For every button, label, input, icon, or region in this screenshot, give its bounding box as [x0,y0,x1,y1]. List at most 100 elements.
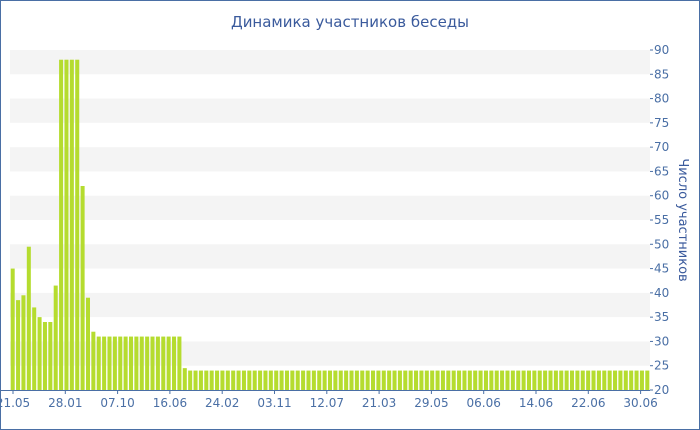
bar [446,370,451,390]
bar [220,370,225,390]
y-tick-label: 20 [654,383,669,397]
bar [629,370,634,390]
bar [344,370,349,390]
grid-band [10,292,650,318]
bar [317,370,322,390]
x-tick-label: 30.06 [623,396,657,410]
bar [473,370,478,390]
bar [204,370,209,390]
y-tick-label: 40 [654,286,669,300]
bar [225,370,230,390]
bar [349,370,354,390]
bar [489,370,494,390]
bar [548,370,553,390]
bar [403,370,408,390]
y-tick-label: 70 [654,140,669,154]
bar [102,336,107,390]
bar [613,370,618,390]
bar [21,295,26,390]
bar [311,370,316,390]
bar [85,297,90,390]
y-tick-label: 25 [654,359,669,373]
bar [387,370,392,390]
bar [397,370,402,390]
bar [596,370,601,390]
bar [53,285,58,390]
bar [128,336,134,390]
bar [215,370,220,390]
x-axis-ticks: 21.05 28.01 07.10 16.06 24.02 03.11 12.07 21.03… [0,390,658,410]
x-tick-label: 14.06 [519,396,553,410]
bar [354,370,359,390]
bar [333,370,338,390]
bar [16,300,21,390]
bar [462,370,467,390]
bar [42,322,47,390]
bar [580,370,585,390]
bar [155,336,160,390]
grid-bands [10,50,650,366]
bar [564,370,569,390]
y-tick-label: 85 [654,67,669,81]
grid-band [10,147,650,172]
y-tick-label: 65 [654,164,669,178]
x-tick-label: 16.06 [153,396,187,410]
bar [467,370,472,390]
grid-band [10,195,650,220]
y-tick-label: 50 [654,237,669,251]
bar [193,370,198,390]
bar [182,368,187,390]
bar [634,370,639,390]
chart-title: Динамика участников беседы [230,13,470,31]
bar [32,307,37,390]
bar [166,336,171,390]
bar [26,246,31,390]
x-tick-label: 21.05 [0,396,30,410]
x-tick-label: 21.03 [362,396,396,410]
y-tick-label: 30 [654,334,669,348]
bar [75,59,80,391]
x-tick-label: 24.02 [205,396,239,410]
bar [231,370,236,390]
x-tick-label: 28.01 [48,396,82,410]
bar [258,370,263,390]
bar [295,370,300,390]
bar [516,370,521,390]
x-tick-label: 22.06 [571,396,605,410]
bar [586,370,591,390]
bar [290,370,295,390]
bar [139,336,144,390]
y-tick-label: 60 [654,189,669,203]
grid-band [10,50,650,75]
bar [59,59,64,391]
bar [91,331,96,390]
grid-band [10,98,650,123]
bar [322,370,327,390]
bar [500,370,505,390]
bar [645,370,650,390]
bar [570,370,575,390]
bar [543,370,548,390]
bar [96,336,101,390]
y-tick-label: 35 [654,310,669,324]
bar [483,370,488,390]
bar [559,370,564,390]
bar [198,370,203,390]
x-tick-label: 29.05 [414,396,448,410]
bar [575,370,580,390]
bar [430,370,435,390]
bar [236,370,241,390]
bar [360,370,365,390]
y-tick-label: 55 [654,213,669,227]
bar-series [10,59,650,391]
bar [365,370,370,390]
bar [510,370,515,390]
bar [532,370,537,390]
y-tick-label: 80 [654,92,669,106]
bar [107,336,112,390]
bar [209,370,214,390]
bar [457,370,462,390]
y-axis-ticks: 20 25 30 35 40 45 50 55 60 65 70 75 80 85 90 [650,43,669,397]
y-tick-label: 75 [654,116,669,130]
bar [451,370,456,390]
